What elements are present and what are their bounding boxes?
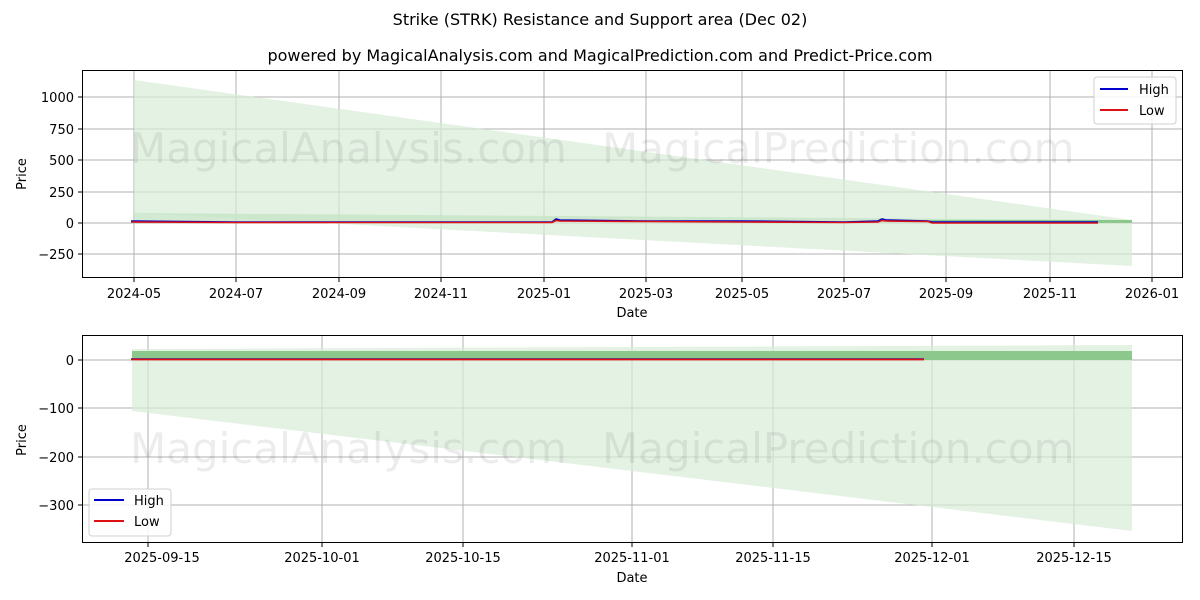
y-tick: 0 [66, 354, 74, 369]
bottom-x-axis-label: Date [616, 571, 647, 586]
top-x-axis-label: Date [616, 306, 647, 321]
bottom-plot: MagicalAnalysis.com MagicalPrediction.co… [15, 335, 1183, 586]
top-low-line [130, 219, 1098, 224]
bottom-resistance-band [132, 351, 1132, 360]
top-y-axis-label: Price [15, 158, 30, 190]
x-tick: 2024-11 [414, 287, 468, 302]
bottom-y-axis-label: Price [15, 424, 30, 456]
top-plot-frame [82, 70, 1183, 278]
top-legend: High Low [1093, 76, 1177, 125]
x-tick: 2025-01 [517, 287, 571, 302]
x-tick: 2025-05 [715, 287, 769, 302]
bottom-support-band [132, 345, 1132, 531]
y-tick: 250 [49, 186, 74, 201]
y-tick: 500 [49, 154, 74, 169]
x-tick: 2025-12-15 [1036, 551, 1112, 566]
y-tick: −100 [38, 402, 74, 417]
x-tick: 2026-01 [1125, 287, 1179, 302]
x-tick: 2025-03 [619, 287, 673, 302]
x-tick: 2025-07 [817, 287, 871, 302]
watermark-1: MagicalAnalysis.com [130, 424, 567, 473]
chart-subtitle: powered by MagicalAnalysis.com and Magic… [267, 46, 933, 65]
top-support-band [134, 80, 1132, 266]
x-tick: 2025-12-01 [894, 551, 970, 566]
legend-low-label: Low [1139, 104, 1165, 119]
y-tick: −250 [38, 248, 74, 263]
legend-high-label: High [1139, 83, 1169, 98]
bottom-legend: High Low [88, 488, 172, 537]
watermark-2: MagicalPrediction.com [602, 424, 1075, 473]
x-tick: 2025-11-15 [735, 551, 811, 566]
x-tick: 2025-10-15 [425, 551, 501, 566]
y-tick: 0 [66, 217, 74, 232]
watermark-1: MagicalAnalysis.com [130, 124, 567, 173]
x-tick: 2024-05 [107, 287, 161, 302]
y-tick: 1000 [41, 91, 74, 106]
top-plot: MagicalAnalysis.com MagicalPrediction.co… [15, 70, 1183, 321]
x-tick: 2025-09 [919, 287, 973, 302]
bottom-plot-frame [82, 335, 1183, 543]
x-tick: 2025-11 [1023, 287, 1077, 302]
x-tick: 2025-09-15 [124, 551, 200, 566]
y-tick: 750 [49, 123, 74, 138]
legend-low-label: Low [134, 515, 160, 530]
x-tick: 2025-10-01 [284, 551, 360, 566]
x-tick: 2025-11-01 [594, 551, 670, 566]
x-tick: 2024-09 [312, 287, 366, 302]
y-tick: −300 [38, 499, 74, 514]
watermark-2: MagicalPrediction.com [602, 124, 1075, 173]
y-tick: −200 [38, 451, 74, 466]
chart-title: Strike (STRK) Resistance and Support are… [392, 10, 808, 29]
legend-high-label: High [134, 494, 164, 509]
x-tick: 2024-07 [209, 287, 263, 302]
